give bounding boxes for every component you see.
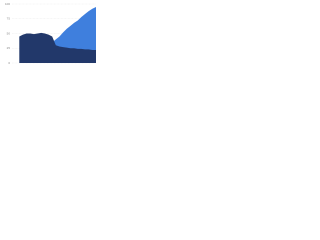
y-tick-label: 75: [7, 17, 11, 21]
chart: 0 25 50 75 100: [5, 2, 96, 65]
y-tick-label: 100: [5, 2, 10, 6]
area: [19, 32, 96, 63]
y-tick-label: 25: [7, 46, 11, 50]
y-tick-label: 50: [7, 31, 11, 35]
y-tick-label: 0: [8, 61, 10, 65]
